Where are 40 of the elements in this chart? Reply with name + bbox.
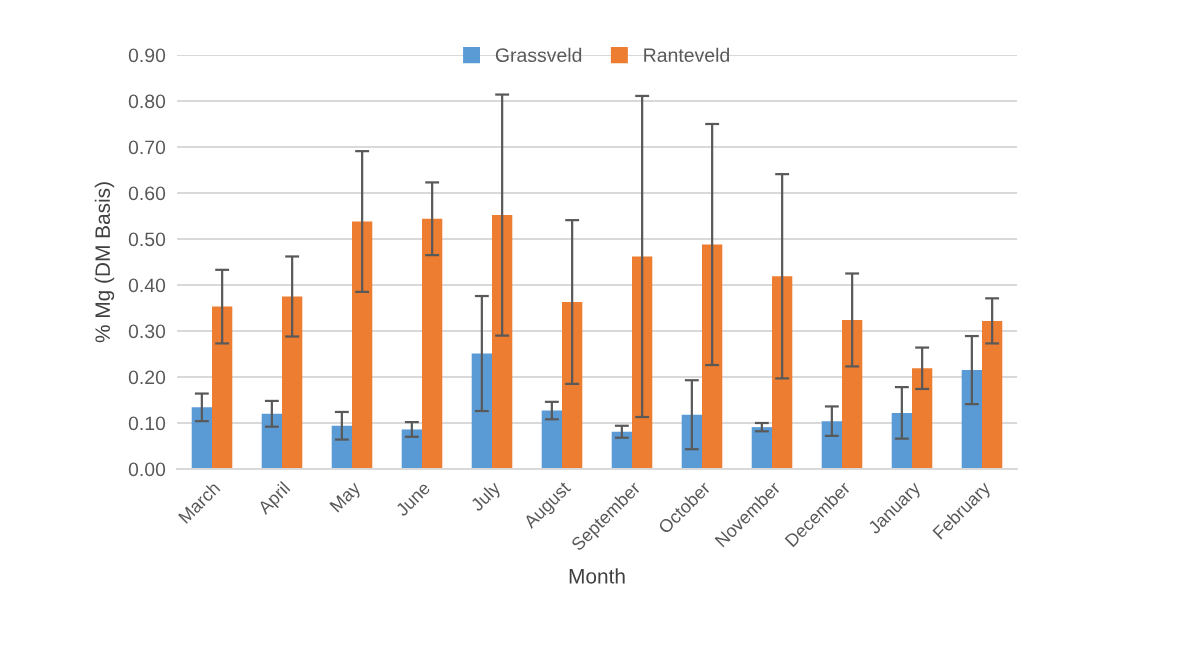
- bar: [212, 306, 233, 469]
- bar: [702, 244, 723, 469]
- bar: [492, 215, 513, 469]
- x-tick-label: May: [329, 480, 364, 516]
- y-tick-label: 0.50: [128, 232, 166, 247]
- y-tick-label: 0.90: [128, 48, 166, 63]
- y-tick-label: 0.30: [128, 324, 166, 339]
- y-tick-label: 0.70: [128, 140, 166, 155]
- bar: [191, 407, 212, 469]
- y-tick-label: 0.20: [128, 370, 166, 385]
- y-tick-label: 0.00: [128, 462, 166, 477]
- bar: [982, 320, 1003, 469]
- bar: [821, 421, 842, 469]
- bar: [541, 410, 562, 469]
- y-tick-label: 0.10: [128, 416, 166, 431]
- bar: [331, 425, 352, 469]
- y-tick-label: 0.40: [128, 278, 166, 293]
- y-tick-label: 0.80: [128, 94, 166, 109]
- bar: [401, 429, 422, 469]
- bar: [562, 302, 583, 469]
- bar: [772, 276, 793, 469]
- bar: [751, 427, 772, 469]
- bar: [912, 368, 933, 469]
- bar: [422, 218, 443, 469]
- x-tick-label: July: [469, 480, 504, 515]
- bar: [681, 414, 702, 469]
- bar: [261, 413, 282, 469]
- y-axis-title: % Mg (DM Basis): [94, 182, 115, 343]
- bar: [891, 412, 912, 469]
- bar: [471, 353, 492, 469]
- bar: [842, 319, 863, 469]
- bar: [352, 221, 373, 469]
- legend-label: Grassveld: [495, 47, 582, 63]
- y-tick-label: 0.60: [128, 186, 166, 201]
- bar: [961, 370, 982, 469]
- bar: [282, 296, 303, 469]
- bar: [632, 256, 653, 469]
- bar: [611, 431, 632, 469]
- x-axis-title: Month: [569, 568, 625, 584]
- legend-label: Ranteveld: [644, 47, 729, 63]
